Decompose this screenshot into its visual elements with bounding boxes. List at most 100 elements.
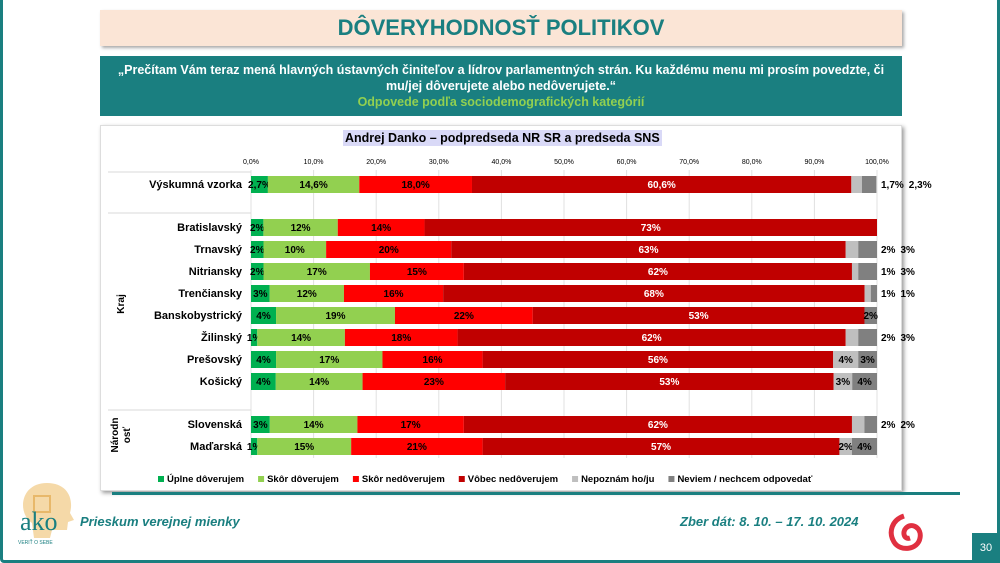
bar-segment: [343, 285, 444, 302]
question-subtitle: Odpovede podľa sociodemografických kateg…: [357, 95, 645, 109]
data-label: 14%: [371, 223, 391, 234]
bar-segment: [251, 438, 258, 455]
data-label: 1%: [881, 289, 896, 300]
bar-segment: [351, 438, 483, 455]
bar-segment: [833, 351, 859, 368]
data-label: 2%: [881, 420, 896, 431]
bar-segment: [337, 219, 425, 236]
bar-segment: [344, 329, 458, 346]
footer-divider: [112, 492, 960, 495]
legend-label: Úplne dôverujem: [167, 473, 244, 485]
data-label: 15%: [407, 267, 427, 278]
data-label: 68%: [644, 289, 664, 300]
bar-segment: [870, 285, 877, 302]
bar-segment: [845, 241, 859, 258]
data-label: 53%: [689, 311, 709, 322]
data-label: 3%: [860, 355, 875, 366]
category-label: Maďarská: [190, 441, 243, 453]
data-label: 20%: [379, 245, 399, 256]
legend-label: Nepoznám ho/ju: [581, 474, 655, 485]
data-label: 14%: [304, 420, 324, 431]
category-label: Trenčiansky: [178, 288, 242, 300]
category-label: Trnavský: [194, 244, 243, 256]
x-tick-label: 70,0%: [679, 159, 699, 166]
category-label: Nitriansky: [189, 266, 243, 278]
x-tick-label: 0,0%: [243, 159, 259, 166]
legend-label: Neviem / nechcem odpovedať: [677, 474, 812, 485]
svg-text:ako: ako: [20, 507, 58, 536]
data-label: 4%: [256, 355, 271, 366]
bar-segment: [362, 373, 506, 390]
bar-segment: [858, 263, 877, 280]
data-label: 1,7%: [881, 180, 904, 191]
bar-segment: [532, 307, 865, 324]
data-label: 12%: [297, 289, 317, 300]
data-label: 3%: [836, 377, 851, 388]
x-tick-label: 20,0%: [366, 159, 386, 166]
data-label: 1%: [247, 333, 262, 344]
bar-segment: [451, 241, 846, 258]
group-label: osť: [122, 427, 133, 444]
data-label: 2%: [864, 311, 879, 322]
data-label: 1%: [900, 289, 915, 300]
group-label: Kraj: [116, 294, 127, 314]
bar-segment: [251, 285, 270, 302]
legend-swatch: [572, 476, 579, 482]
bar-segment: [471, 176, 852, 193]
bar-segment: [858, 329, 877, 346]
bar-segment: [251, 416, 270, 433]
legend-swatch: [352, 476, 359, 482]
bar-segment: [251, 373, 276, 390]
data-label: 63%: [639, 245, 659, 256]
data-label: 14%: [309, 377, 329, 388]
category-label: Banskobystrický: [154, 310, 243, 322]
bar-segment: [251, 219, 264, 236]
bar-segment: [424, 219, 877, 236]
legend-swatch: [458, 476, 465, 482]
data-label: 16%: [384, 289, 404, 300]
data-label: 2%: [250, 267, 265, 278]
bar-segment: [251, 329, 258, 346]
slide-title: DÔVERYHODNOSŤ POLITIKOV: [100, 10, 902, 46]
bar-segment: [359, 176, 472, 193]
data-label: 14%: [291, 333, 311, 344]
group-label: Národn: [110, 418, 121, 453]
data-label: 2%: [838, 442, 853, 453]
bar-segment: [269, 416, 358, 433]
bar-segment: [864, 285, 871, 302]
bar-segment: [382, 351, 483, 368]
x-tick-label: 50,0%: [554, 159, 574, 166]
bar-segment: [251, 307, 277, 324]
bar-segment: [251, 176, 268, 193]
bar-segment: [269, 285, 344, 302]
data-label: 18,0%: [401, 180, 429, 191]
bar-segment: [443, 285, 865, 302]
bar-segment: [851, 176, 862, 193]
category-label: Košický: [200, 376, 243, 388]
data-label: 2%: [250, 245, 265, 256]
data-label: 12%: [291, 223, 311, 234]
legend-label: Skôr dôverujem: [267, 474, 339, 485]
data-label: 2,7%: [248, 180, 271, 191]
bar-segment: [251, 241, 264, 258]
x-tick-label: 80,0%: [742, 159, 762, 166]
x-tick-label: 10,0%: [304, 159, 324, 166]
category-label: Prešovský: [187, 354, 243, 366]
bar-segment: [394, 307, 533, 324]
data-label: 73%: [641, 223, 661, 234]
bar-segment: [845, 329, 859, 346]
data-label: 3%: [253, 420, 268, 431]
svg-text:VERIŤ O SEBE: VERIŤ O SEBE: [18, 538, 53, 546]
data-label: 53%: [659, 377, 679, 388]
data-label: 18%: [391, 333, 411, 344]
bar-segment: [851, 263, 859, 280]
data-label: 4%: [857, 442, 872, 453]
bar-segment: [864, 307, 877, 324]
bar-segment: [251, 263, 264, 280]
chart-title: Andrej Danko – podpredseda NR SR a preds…: [343, 130, 662, 146]
x-tick-label: 90,0%: [804, 159, 824, 166]
data-label: 4%: [256, 311, 271, 322]
bar-segment: [369, 263, 464, 280]
